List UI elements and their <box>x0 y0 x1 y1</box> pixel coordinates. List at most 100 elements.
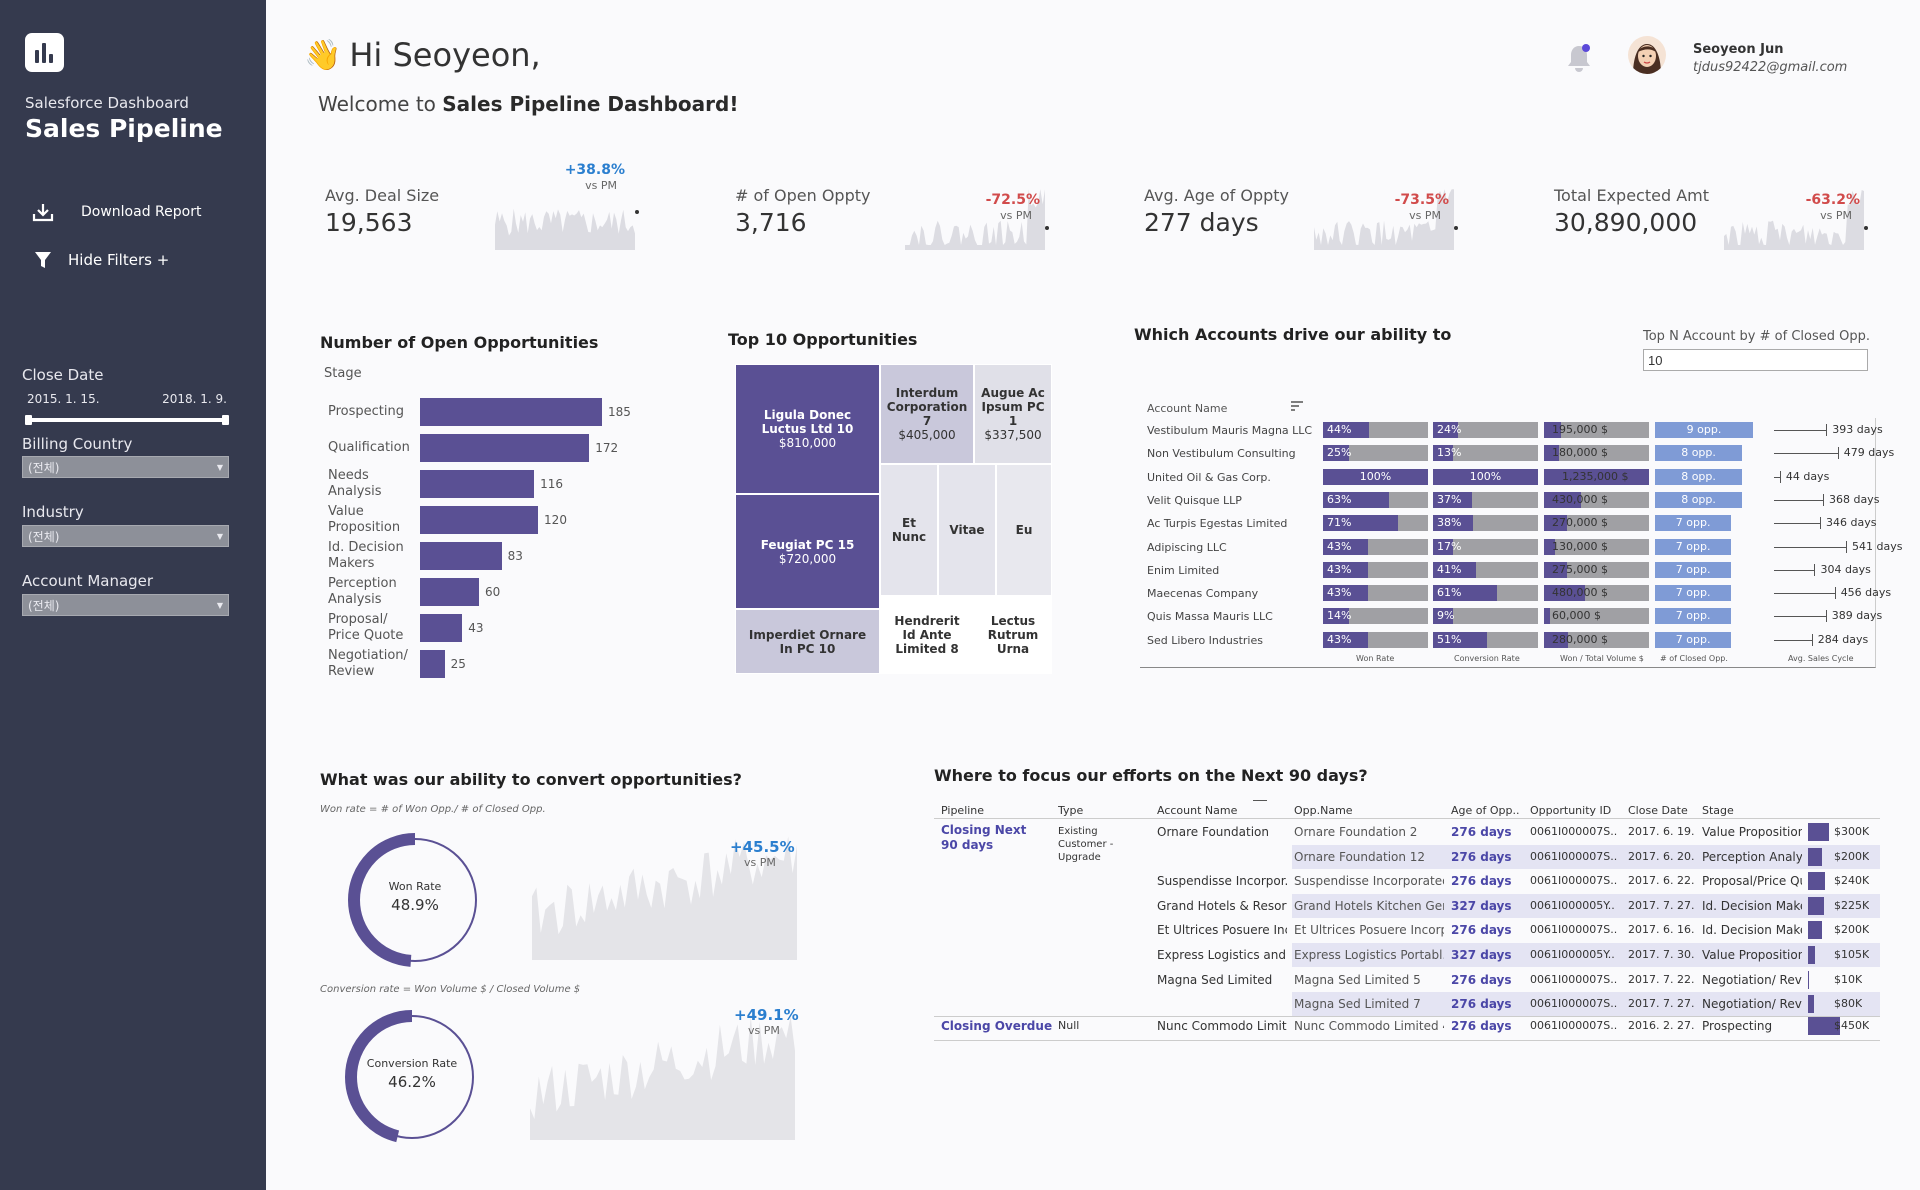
treemap-tile[interactable]: Eu <box>996 464 1052 596</box>
opp-name: Magna Sed Limited 7 <box>1294 997 1421 1012</box>
kpi-card: Total Expected Amt 30,890,000 -63.2% vs PM <box>1554 180 1884 260</box>
account-name: Vestibulum Mauris Magna LLC <box>1147 424 1313 437</box>
treemap-tile[interactable]: Feugiat PC 15 $720,000 <box>735 494 880 609</box>
won-rate-bar: 43% <box>1323 585 1369 602</box>
treemap-tile[interactable]: Interdum Corporation 7 $405,000 <box>880 364 974 464</box>
industry-select[interactable]: (전체) ▼ <box>22 525 229 547</box>
download-report-button[interactable]: Download Report <box>30 202 201 222</box>
account-name-header: Account Name <box>1147 402 1228 415</box>
filter-icon <box>30 251 56 269</box>
won-rate-bar: 43% <box>1323 538 1369 555</box>
conversion-rate-bar: 13% <box>1433 445 1461 462</box>
slider-handle-start[interactable] <box>25 415 32 425</box>
amount-label: $80K <box>1834 997 1863 1011</box>
volume-bg <box>1544 561 1649 578</box>
bar-value-label: 60 <box>485 585 501 599</box>
closed-opp-bar: 8 opp. <box>1655 445 1743 462</box>
account-name: Quis Massa Mauris LLC <box>1147 610 1273 624</box>
bar-category-line: Negotiation/ <box>328 648 408 663</box>
volume-bar <box>1544 585 1585 602</box>
download-icon <box>30 202 56 222</box>
account-manager-select[interactable]: (전체) ▼ <box>22 594 229 616</box>
bar-value-label: 185 <box>608 405 631 419</box>
won-rate-bar: 44% <box>1323 422 1370 438</box>
bar-value-label: 120 <box>544 513 567 527</box>
kpi-vs-label: vs PM <box>1409 209 1441 222</box>
sort-icon[interactable] <box>1253 800 1267 812</box>
kpi-sparkline <box>495 208 639 250</box>
amount-label: $450K <box>1834 1019 1870 1032</box>
treemap-tile[interactable]: Augue Ac Ipsum PC 1 $337,500 <box>974 364 1052 464</box>
billing-country-select[interactable]: (전체) ▼ <box>22 456 229 478</box>
pipeline-group: Closing Next 90 days <box>941 823 1027 852</box>
volume-bar <box>1544 445 1560 462</box>
volume-label: 1,235,000 $ <box>1562 469 1629 483</box>
kpi-label: # of Open Oppty <box>735 186 871 205</box>
treemap-tile[interactable]: Imperdiet Ornare In PC 10 <box>735 609 880 674</box>
amount-bar <box>1808 970 1809 989</box>
notification-bell-icon[interactable] <box>1565 42 1593 80</box>
won-rate-bar: 100% <box>1323 468 1428 485</box>
treemap-tile-name: Interdum Corporation 7 <box>886 386 968 428</box>
sales-cycle-label: 456 days <box>1840 586 1892 600</box>
sort-icon[interactable] <box>1290 398 1304 417</box>
stage: Negotiation/ Revi.. <box>1702 997 1802 1012</box>
trend-area-chart <box>532 836 797 960</box>
user-name: Seoyeon Jun <box>1693 42 1784 57</box>
opportunity-id: 0061I000007S.. <box>1530 874 1618 888</box>
account-name: Express Logistics and .. <box>1157 948 1287 962</box>
chevron-down-icon: ▼ <box>216 600 223 610</box>
treemap-tile[interactable]: Lectus Rutrum Urna <box>974 596 1052 674</box>
bar <box>420 434 590 462</box>
close-date: 2017. 6. 16. <box>1628 923 1695 937</box>
amount-label: $10K <box>1834 972 1863 986</box>
date-end: 2018. 1. 9. <box>162 392 227 406</box>
treemap-tile-name: Hendrerit Id Ante Limited 8 <box>894 614 960 656</box>
won-rate-bar: 14% <box>1323 608 1351 625</box>
treemap-tile[interactable]: Vitae <box>938 464 996 596</box>
treemap-tile[interactable]: Ligula Donec Luctus Ltd 10 $810,000 <box>735 364 880 494</box>
pipeline-group: Closing Overdue <box>941 1019 1053 1033</box>
close-date-label: Close Date <box>22 366 104 384</box>
treemap-tile-value: $337,500 <box>984 428 1042 442</box>
bar-value-label: 25 <box>450 657 466 671</box>
opp-name: Ornare Foundation 2 <box>1294 825 1418 839</box>
kpi-value: 3,716 <box>735 208 807 237</box>
account-manager-value: (전체) <box>28 598 60 613</box>
waving-hand-icon: 👋 <box>304 37 342 73</box>
close-date-slider[interactable] <box>25 415 229 425</box>
kpi-change: -63.2% <box>1805 192 1860 208</box>
amount-bar <box>1808 995 1814 1014</box>
kpi-sparkline <box>1314 189 1458 250</box>
treemap-tile[interactable]: Hendrerit Id Ante Limited 8 <box>880 596 974 674</box>
opp-age: 327 days <box>1451 898 1512 913</box>
next90-header: Close Date <box>1628 804 1688 817</box>
sales-cycle-line <box>1774 476 1780 478</box>
bar-category-line: Price Quote <box>328 628 404 643</box>
opportunity-id: 0061I000007S.. <box>1530 1019 1618 1032</box>
opportunity-id: 0061I000007S.. <box>1530 997 1618 1011</box>
kpi-label: Total Expected Amt <box>1554 186 1709 205</box>
won-rate-bar: 63% <box>1323 491 1390 508</box>
bar-category-line: Qualification <box>328 440 410 455</box>
avatar[interactable] <box>1628 36 1666 74</box>
amount-label: $225K <box>1834 898 1870 912</box>
volume-bg <box>1544 445 1649 462</box>
bar-category-label: Value Proposition <box>328 504 418 536</box>
group-divider <box>934 1016 1880 1017</box>
top10-title: Top 10 Opportunities <box>728 330 918 349</box>
bar-category-line: Analysis <box>328 592 382 607</box>
slider-handle-end[interactable] <box>222 415 229 425</box>
closed-opp-bar: 8 opp. <box>1655 468 1743 485</box>
bar-category-line: Prospecting <box>328 404 404 419</box>
topn-input[interactable] <box>1643 349 1868 371</box>
amount-label: $200K <box>1834 923 1870 937</box>
sales-cycle-label: 479 days <box>1843 446 1895 460</box>
treemap-tile[interactable]: Et Nunc <box>880 464 938 596</box>
amount-bar <box>1808 847 1823 866</box>
sales-cycle-label: 393 days <box>1832 423 1883 436</box>
industry-label: Industry <box>22 503 84 521</box>
welcome-bold: Sales Pipeline Dashboard! <box>442 92 739 116</box>
hide-filters-button[interactable]: Hide Filters + <box>30 251 169 269</box>
greeting-text: Hi Seoyeon, <box>349 36 541 74</box>
